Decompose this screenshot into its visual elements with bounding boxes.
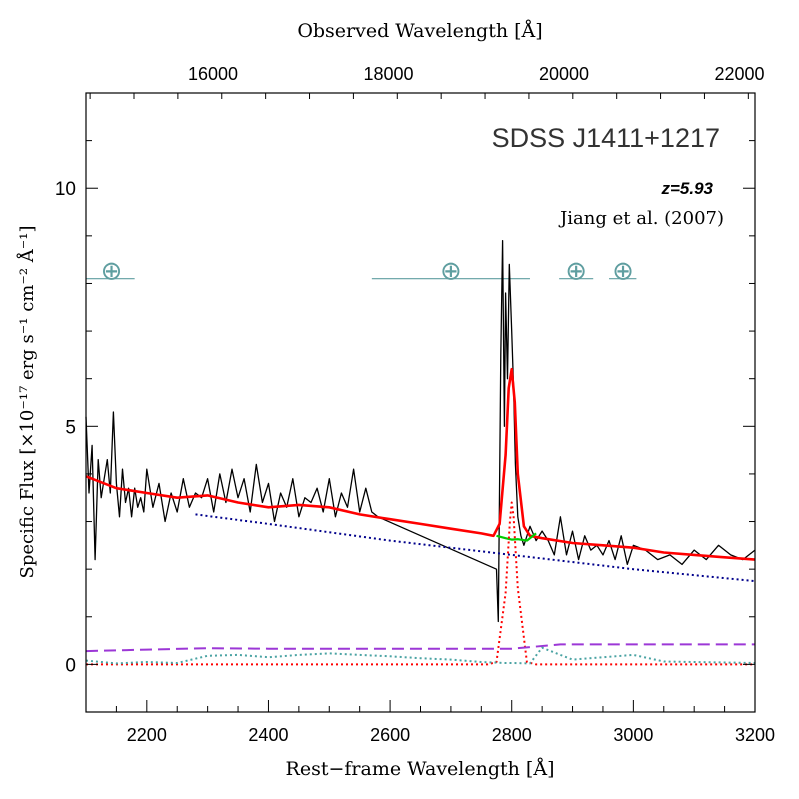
top-x-tick-label: 20000 [539, 64, 589, 84]
series-line-error [85, 643, 755, 653]
bottom-axis-label: Rest−frame Wavelength [Å] [286, 758, 555, 780]
x-tick-label: 2800 [492, 725, 532, 745]
y-tick-label: 10 [55, 179, 76, 200]
series-line-total-model [85, 367, 756, 561]
x-tick-label: 3200 [735, 725, 775, 745]
top-x-tick-label: 16000 [188, 64, 238, 84]
top-axis-label: Observed Wavelength [Å] [297, 20, 542, 42]
x-tick-label: 2600 [370, 725, 410, 745]
x-tick-label: 2400 [248, 725, 288, 745]
series-line-sky-residual [85, 646, 756, 665]
top-x-tick-label: 22000 [715, 64, 765, 84]
top-x-tick-label: 18000 [363, 64, 413, 84]
series-line-fe-ii-template [496, 532, 537, 542]
y-tick-label: 0 [65, 655, 76, 676]
chart-title: SDSS J1411+1217 [492, 123, 720, 153]
series-line-power-law-continuum [195, 513, 756, 583]
series-line-mg-ii-line [86, 501, 755, 666]
telluric-symbol-icon: ⊕ [440, 256, 462, 286]
telluric-symbol-icon: ⊕ [101, 256, 123, 286]
y-axis-label: Specific Flux [×10⁻¹⁷ erg s⁻¹ cm⁻² Å⁻¹] [16, 225, 38, 578]
y-tick-label: 5 [65, 417, 76, 438]
telluric-bands: ⊕ ⊕ ⊕ ⊕ [86, 256, 637, 286]
reference-label: Jiang et al. (2007) [558, 208, 724, 229]
telluric-symbol-icon: ⊕ [565, 256, 587, 286]
series-line-observed-spectrum [85, 239, 756, 623]
telluric-symbol-icon: ⊕ [612, 256, 634, 286]
axis-ticks: 2200 2400 2600 2800 3000 3200 16000 18000 20000 2… [55, 64, 775, 745]
x-tick-label: 2200 [127, 725, 167, 745]
redshift-label: z=5.93 [660, 179, 713, 198]
spectrum-series [85, 239, 756, 666]
x-tick-label: 3000 [613, 725, 653, 745]
